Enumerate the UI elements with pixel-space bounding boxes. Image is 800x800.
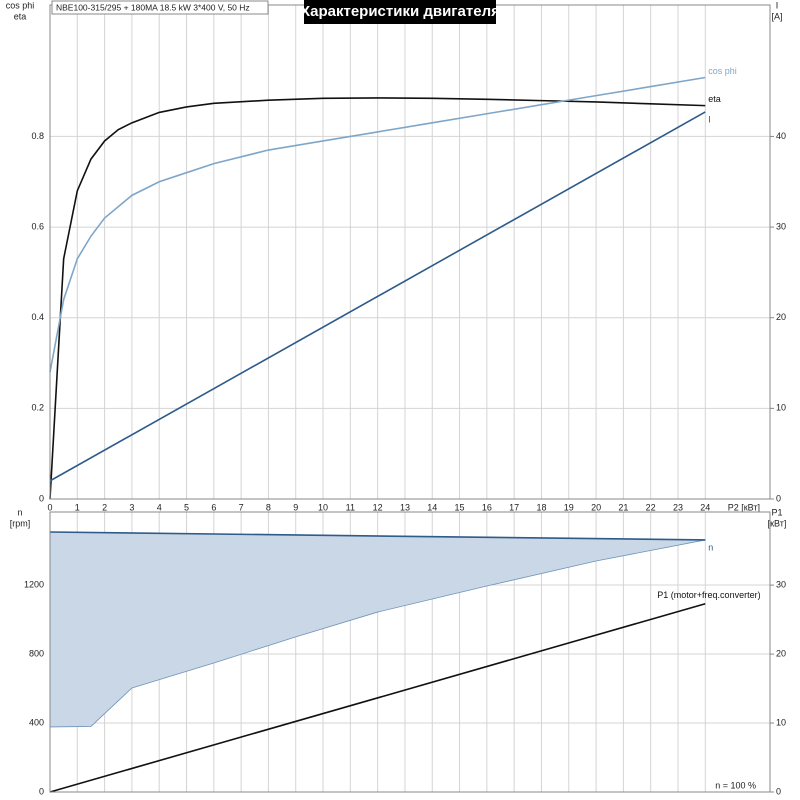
y-axis-label: eta (14, 11, 27, 21)
y-axis-label: n (17, 507, 22, 517)
x-tick-label: 22 (646, 502, 656, 512)
x-tick-label: 19 (564, 502, 574, 512)
y2-tick-label: 10 (776, 717, 786, 727)
x-tick-label: 2 (102, 502, 107, 512)
y-tick-label: 1200 (24, 579, 44, 589)
plot-frame (49, 511, 771, 793)
x-tick-label: 10 (318, 502, 328, 512)
x-tick-label: 15 (455, 502, 465, 512)
y-axis-label: [rpm] (10, 518, 31, 528)
x-tick-label: 21 (618, 502, 628, 512)
series-line (49, 76, 706, 373)
y-tick-label: 0.4 (31, 312, 44, 322)
y2-tick-label: 20 (776, 648, 786, 658)
x-tick-label: 13 (400, 502, 410, 512)
y-axis-label: cos phi (6, 0, 35, 10)
chart-title: Характеристики двигателя (300, 3, 500, 20)
x-tick-label: 3 (129, 502, 134, 512)
x-tick-label: 8 (266, 502, 271, 512)
series-label: cos phi (708, 66, 737, 76)
x-tick-label: 6 (211, 502, 216, 512)
x-tick-label: 20 (591, 502, 601, 512)
x-tick-label: 4 (157, 502, 162, 512)
x-tick-label: 1 (75, 502, 80, 512)
y-tick-label: 400 (29, 717, 44, 727)
y2-axis-label: I (776, 0, 779, 10)
series-label: n (708, 542, 713, 552)
y2-tick-label: 40 (776, 131, 786, 141)
series-line (49, 111, 706, 482)
y2-axis-label: [кВт] (768, 518, 787, 528)
x-tick-label: 16 (482, 502, 492, 512)
x-tick-label: 14 (427, 502, 437, 512)
y2-tick-label: 20 (776, 312, 786, 322)
y2-tick-label: 0 (776, 786, 781, 796)
title-box (304, 0, 496, 24)
x-tick-label: 9 (293, 502, 298, 512)
x-tick-label: 5 (184, 502, 189, 512)
x-tick-label: 0 (47, 502, 52, 512)
series-label: P1 (motor+freq.converter) (657, 590, 760, 600)
y-tick-label: 0.6 (31, 221, 44, 231)
annotation: n = 100 % (715, 780, 756, 790)
series-label: eta (708, 94, 721, 104)
subtitle: NBE100-315/295 + 180MA 18.5 kW 3*400 V, … (56, 2, 250, 12)
y2-tick-label: 30 (776, 579, 786, 589)
series-line (49, 531, 706, 541)
x-tick-label: 7 (239, 502, 244, 512)
series-label: I (708, 114, 711, 124)
x-tick-label: 18 (536, 502, 546, 512)
x-tick-label: 12 (373, 502, 383, 512)
y2-tick-label: 30 (776, 221, 786, 231)
y2-tick-label: 10 (776, 403, 786, 413)
y2-axis-label: [A] (771, 11, 782, 21)
series-line (49, 97, 706, 500)
y2-axis-label: P1 (771, 507, 782, 517)
series-line (49, 602, 706, 793)
x-axis-label: P2 [кВт] (728, 502, 760, 512)
y-tick-label: 800 (29, 648, 44, 658)
x-tick-label: 11 (346, 502, 355, 512)
y-tick-label: 0 (39, 786, 44, 796)
y-tick-label: 0 (39, 493, 44, 503)
y-tick-label: 0.8 (31, 131, 44, 141)
plot-frame (49, 4, 771, 500)
x-tick-label: 24 (700, 502, 710, 512)
x-tick-label: 23 (673, 502, 683, 512)
y2-tick-label: 0 (776, 493, 781, 503)
x-tick-label: 17 (509, 502, 519, 512)
subtitle-box (51, 0, 269, 15)
y-tick-label: 0.2 (31, 403, 44, 413)
